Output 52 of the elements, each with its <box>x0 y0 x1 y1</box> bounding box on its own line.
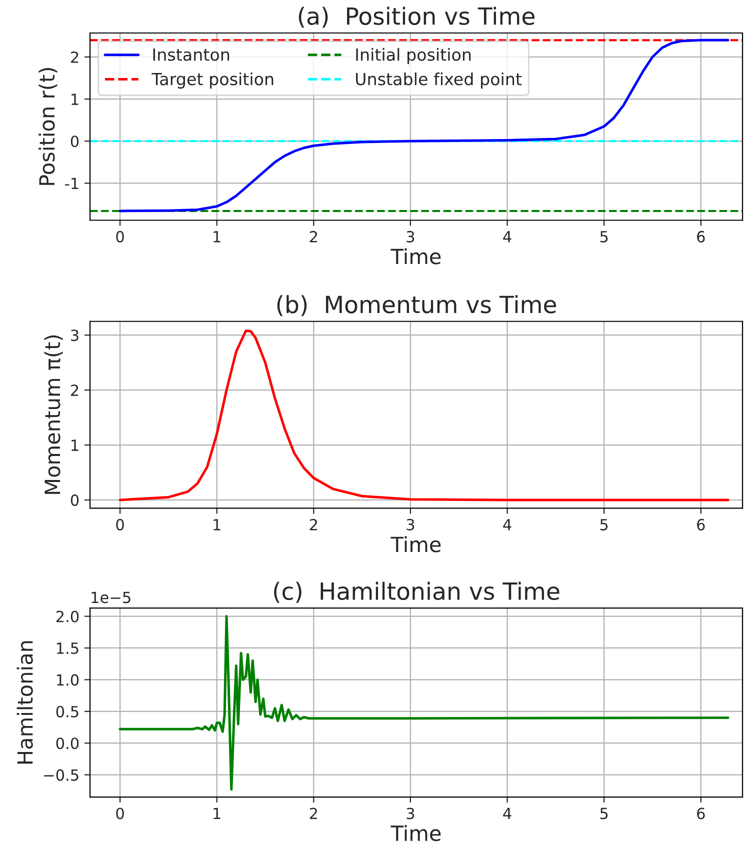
y-axis-title: Hamiltonian <box>16 641 33 764</box>
x-axis-title: Time <box>390 824 441 842</box>
x-tick-label: 3 <box>406 808 414 820</box>
x-tick-label: 0 <box>116 230 124 242</box>
y-tick-label: 1 <box>72 94 78 105</box>
chart-title: (c) Hamiltonian vs Time <box>274 582 560 603</box>
y-tick-label: 1.0 <box>56 674 79 686</box>
x-tick-label: 1 <box>214 808 220 820</box>
x-tick-label: 4 <box>503 808 512 820</box>
x-tick-label: 3 <box>406 230 414 242</box>
x-tick-label: 5 <box>600 519 608 530</box>
x-tick-label: 0 <box>116 808 124 820</box>
x-tick-label: 4 <box>503 519 512 530</box>
x-tick-label: 4 <box>503 231 512 242</box>
y-tick-label: -1 <box>65 178 78 190</box>
x-tick-label: 3 <box>406 518 414 530</box>
y-axis-title: Momentum π(t) <box>44 335 63 494</box>
x-axis-title: Time <box>390 248 441 264</box>
chart-title: (a) Position vs Time <box>298 6 534 28</box>
y-tick-label: 1 <box>72 440 78 451</box>
x-tick-label: 2 <box>310 808 317 820</box>
x-tick-label: 2 <box>310 230 317 242</box>
text: 1e−5 <box>92 592 130 604</box>
y-tick-label: 2.0 <box>56 610 79 622</box>
x-tick-label: 0 <box>116 518 124 530</box>
line-series <box>118 615 730 791</box>
x-tick-label: 5 <box>600 231 608 242</box>
legend-label: Instanton <box>153 48 230 61</box>
x-axis-title: Time <box>390 536 441 552</box>
y-axis-title: Position r(t) <box>38 68 58 185</box>
y-tick-label: 3 <box>71 330 78 342</box>
y-tick-label: 0 <box>70 136 79 148</box>
y-tick-label: 2 <box>71 51 78 63</box>
x-tick-label: 6 <box>697 808 705 820</box>
legend-label: Initial position <box>356 48 471 64</box>
x-tick-label: 5 <box>600 808 608 820</box>
legend-label: Unstable fixed point <box>356 72 522 89</box>
y-tick-label: 0 <box>70 494 79 506</box>
x-tick-label: 2 <box>310 518 317 530</box>
x-tick-label: 6 <box>697 518 705 530</box>
x-tick-label: 1 <box>214 231 220 242</box>
y-tick-label: 0.0 <box>56 738 79 750</box>
y-tick-label: −0.5 <box>44 769 78 781</box>
legend-label: Target position <box>152 72 274 89</box>
chart-title: (b) Momentum vs Time <box>277 295 556 316</box>
line-series <box>118 329 730 502</box>
x-tick-label: 1 <box>214 519 220 530</box>
line-series <box>118 38 730 212</box>
y-tick-label: 2 <box>71 384 78 396</box>
x-tick-label: 6 <box>697 230 705 242</box>
y-tick-label: 0.5 <box>56 706 78 718</box>
y-tick-label: 1.5 <box>56 642 78 654</box>
